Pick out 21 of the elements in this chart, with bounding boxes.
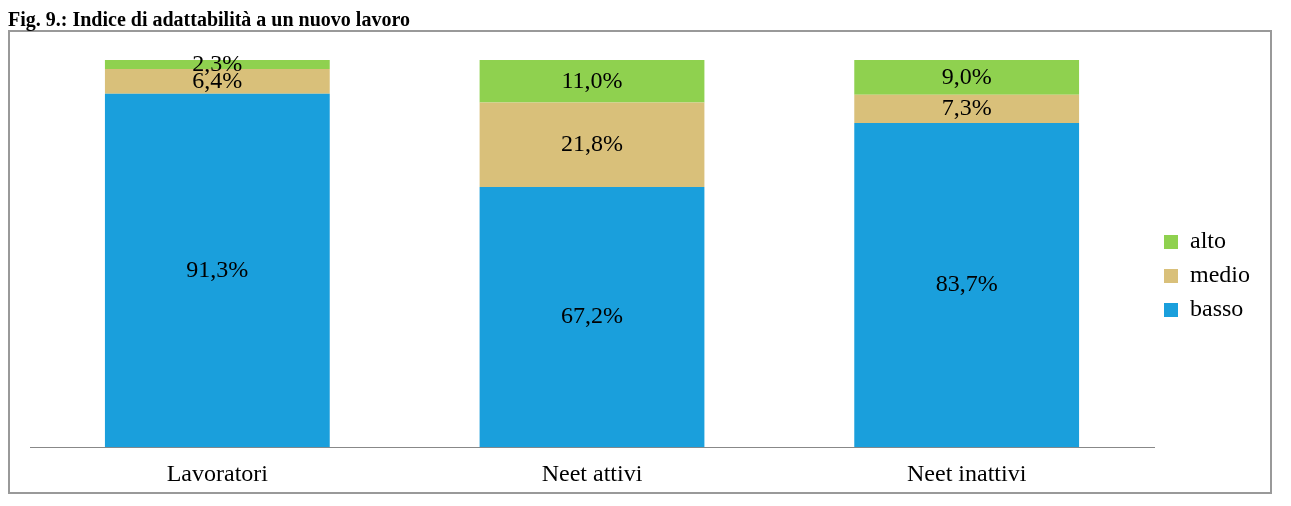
legend-label: basso xyxy=(1190,295,1244,322)
data-label: 9,0% xyxy=(941,62,992,89)
data-label: 83,7% xyxy=(935,270,998,297)
data-label: 21,8% xyxy=(561,130,624,157)
data-label: 11,0% xyxy=(561,66,623,93)
legend-label: alto xyxy=(1190,227,1227,254)
bar xyxy=(104,93,330,448)
data-label: 67,2% xyxy=(561,302,624,329)
chart-title: Fig. 9.: Indice di adattabilità a un nuovo lavoro xyxy=(8,8,411,30)
bar xyxy=(479,102,705,187)
bar xyxy=(854,60,1080,95)
bar xyxy=(479,60,705,103)
bar xyxy=(854,94,1080,124)
x-tick-label: Lavoratori xyxy=(166,459,269,486)
bar xyxy=(479,187,705,448)
legend-label: medio xyxy=(1190,261,1251,288)
data-label: 91,3% xyxy=(186,255,249,282)
x-tick-label: Neet attivi xyxy=(541,459,643,486)
data-label: 7,3% xyxy=(941,94,992,121)
bar xyxy=(854,123,1080,448)
x-tick-label: Neet inattivi xyxy=(907,459,1027,486)
